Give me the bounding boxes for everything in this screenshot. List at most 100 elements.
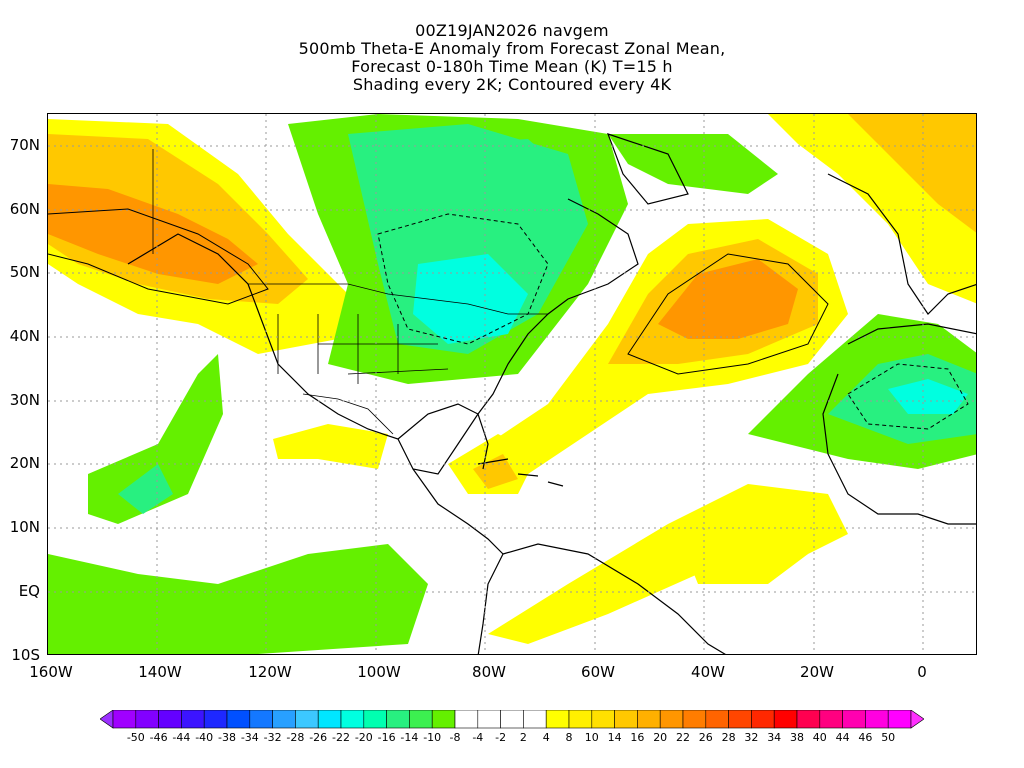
colorbar-tick-label: 20 [653, 731, 668, 744]
cold-anomaly-arctic [448, 139, 568, 204]
colorbar-tick-label: 34 [767, 731, 782, 744]
cold-anomaly-greenland [608, 134, 778, 194]
x-tick-140w: 140W [138, 663, 182, 681]
y-tick-40n: 40N [9, 327, 40, 345]
coast-north-america [127, 198, 639, 475]
y-tick-eq: EQ [18, 582, 40, 600]
x-tick-60w: 60W [581, 663, 615, 681]
contour-negative-africa [847, 363, 969, 430]
coastline-layer [127, 133, 976, 654]
y-tick-10s: 10S [11, 646, 40, 664]
colorbar-tick-label: -4 [472, 731, 484, 744]
warm-anomaly-gulf-guinea [678, 514, 808, 584]
colorbar-tick-label: -34 [240, 731, 259, 744]
coast-south-america-west [477, 553, 504, 654]
colorbar-tick-label: -38 [218, 731, 236, 744]
colorbar-tick-label: -2 [495, 731, 507, 744]
colorbar-cell [796, 710, 821, 729]
title-line-date-model: 00Z19JAN2026 navgem [415, 21, 609, 40]
colorbar-tick-label: 46 [858, 731, 873, 744]
coast-gulf-florida [397, 403, 489, 470]
colorbar-cell [203, 710, 228, 729]
cold-anomaly-equatorial [48, 544, 428, 654]
colorbar-cell [272, 710, 296, 729]
colorbar-tick-label: 44 [835, 731, 850, 744]
colorbar-tick-label: -44 [172, 731, 191, 744]
colorbar-cell [523, 710, 547, 729]
colorbar-tick-label: -50 [126, 731, 145, 744]
colorbar-cell [887, 710, 912, 729]
colorbar-tick-label: 4 [542, 731, 550, 744]
colorbar-tick-label: -22 [332, 731, 350, 744]
x-tick-40w: 40W [691, 663, 725, 681]
colorbar-tick-label: 38 [790, 731, 804, 744]
colorbar-cell [865, 710, 889, 729]
border-us-states [277, 314, 449, 384]
colorbar-cell [181, 710, 205, 729]
contour-negative-na [377, 213, 549, 345]
x-tick-160w: 160W [29, 663, 73, 681]
colorbar-min-arrow [100, 710, 114, 729]
colorbar-tick-label: -8 [449, 731, 461, 744]
colorbar-tick-label: 22 [676, 731, 690, 744]
colorbar-cell [614, 710, 638, 729]
colorbar-cell [317, 710, 342, 729]
colorbar-cell [409, 710, 433, 729]
warm-anomaly-mexico [273, 424, 388, 469]
colorbar-tick-label: -16 [377, 731, 396, 744]
coast-central-america [412, 468, 504, 555]
colorbar-tick-label: -10 [423, 731, 442, 744]
x-tick-100w: 100W [357, 663, 401, 681]
cold-anomaly-tropical-pacific-mid [118, 464, 173, 514]
y-tick-70n: 70N [9, 136, 40, 154]
colorbar-tick-label: -46 [149, 731, 168, 744]
warm-anomaly-europe-mid [848, 114, 976, 233]
contour-positive-alaska [48, 208, 269, 305]
colorbar-tick-label: 28 [721, 731, 736, 744]
anomaly-map [48, 114, 976, 654]
colorbar-cell [568, 710, 593, 729]
cold-anomaly-na-core [413, 254, 528, 344]
border-us-canada [248, 283, 548, 315]
colorbar-cell [751, 710, 775, 729]
coast-greenland [606, 133, 689, 205]
colorbar-cell [295, 710, 319, 729]
colorbar-cell [705, 710, 729, 729]
colorbar-tick-label: 8 [565, 731, 573, 744]
coast-caribbean-islands [477, 458, 564, 487]
colorbar-tick-label: 10 [584, 731, 599, 744]
colorbar-cell [682, 710, 707, 729]
colorbar-cell [819, 710, 843, 729]
colorbar-cell [431, 710, 456, 729]
colorbar-cell [500, 710, 524, 729]
colorbar-tick-label: 14 [607, 731, 622, 744]
coast-africa [822, 323, 976, 525]
colorbar-tick-label: -26 [309, 731, 328, 744]
colorbar-cell [386, 710, 410, 729]
colorbar-cell [112, 710, 137, 729]
colorbar-tick-label: 26 [698, 731, 713, 744]
colorbar-cell [135, 710, 159, 729]
colorbar-max-arrow [910, 710, 924, 729]
contour-positive-atlantic [627, 253, 829, 375]
colorbar-tick-label: -20 [354, 731, 373, 744]
colorbar-tick-label: 16 [630, 731, 645, 744]
y-tick-30n: 30N [9, 391, 40, 409]
contour-layer [48, 208, 969, 430]
x-tick-0: 0 [917, 663, 927, 681]
border-layer [152, 149, 548, 435]
colorbar-tick-label: -28 [286, 731, 305, 744]
warm-anomaly-atlantic-core [658, 259, 798, 339]
coast-south-america [502, 543, 726, 654]
colorbar-cell [545, 710, 570, 729]
coast-europe [827, 173, 976, 315]
x-tick-120w: 120W [248, 663, 292, 681]
x-tick-20w: 20W [800, 663, 834, 681]
colorbar-tick-label: 50 [881, 731, 896, 744]
colorbar-tick-label: -14 [400, 731, 419, 744]
colorbar-cell [728, 710, 752, 729]
colorbar-cell [454, 710, 479, 729]
colorbar-cell [773, 710, 798, 729]
colorbar [100, 710, 924, 729]
y-tick-20n: 20N [9, 454, 40, 472]
